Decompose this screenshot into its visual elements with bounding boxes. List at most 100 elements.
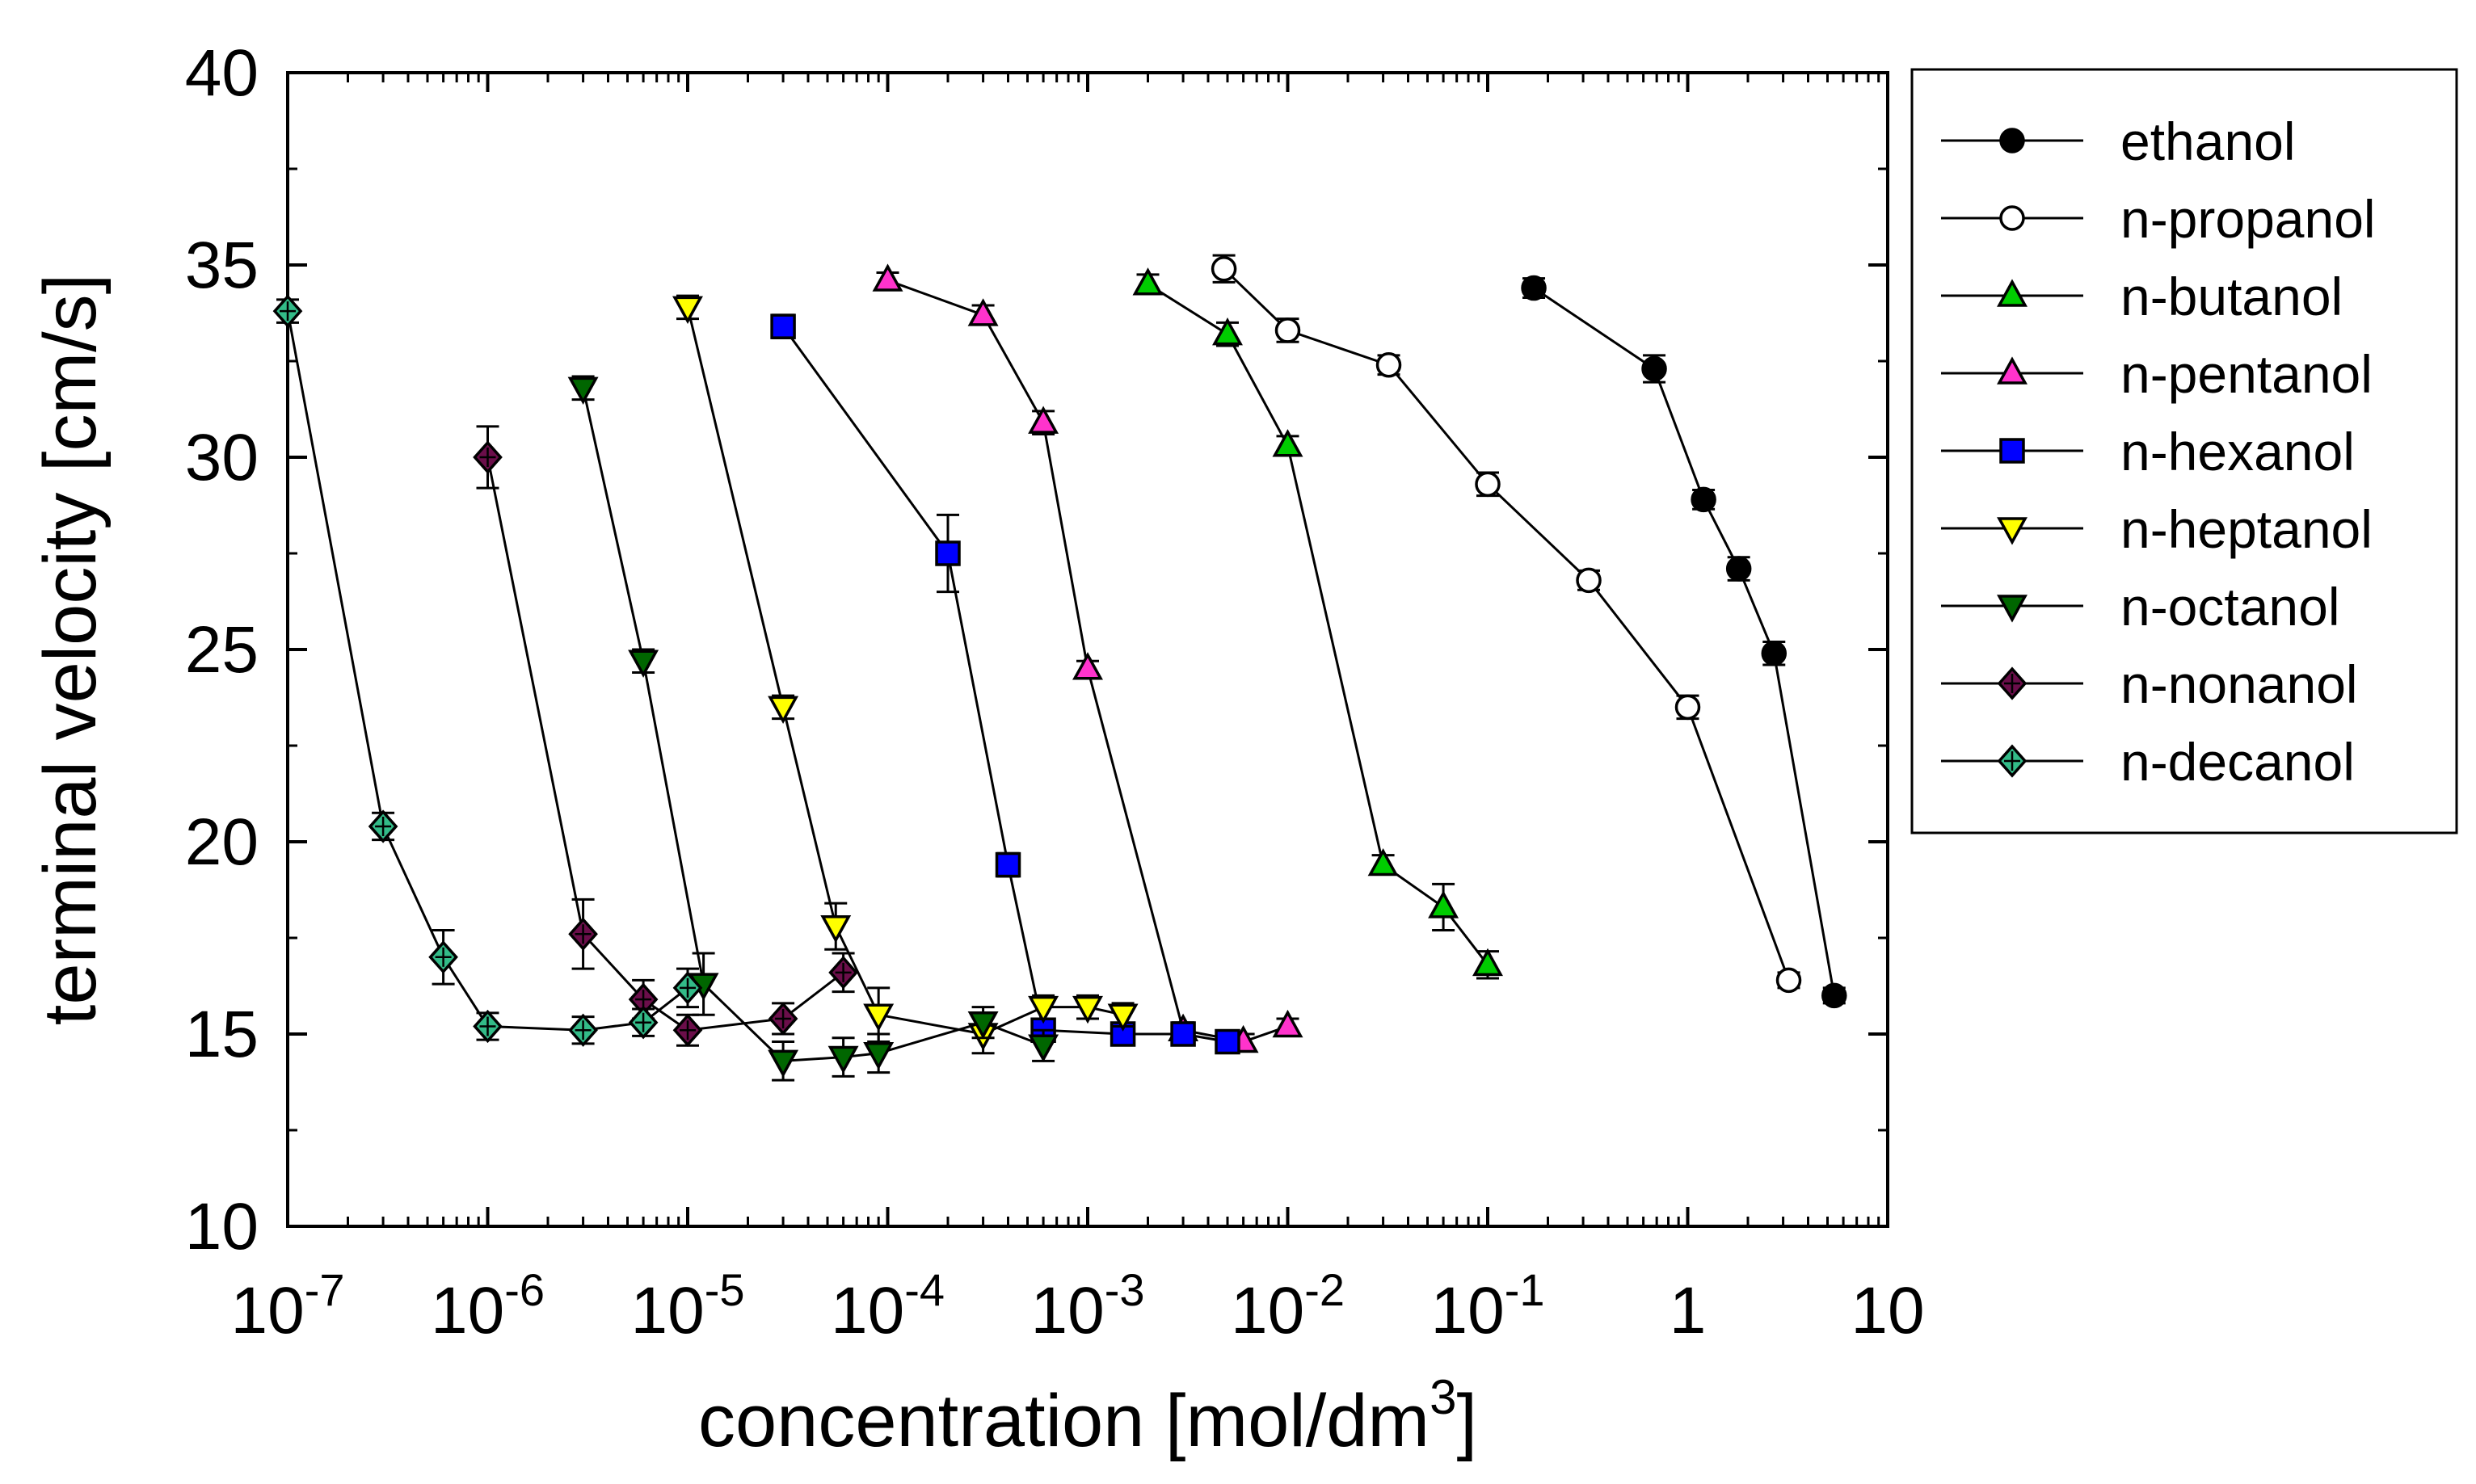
x-tick-label: 10 [1851, 1274, 1924, 1347]
series-ethanol [1521, 275, 1847, 1009]
legend-entry-n-octanol: n-octanol [1941, 577, 2340, 637]
data-point-n-hexanol [935, 540, 961, 566]
x-tick-label: 10-4 [831, 1264, 945, 1347]
legend-entry-n-nonanol: n-nonanol [1941, 654, 2358, 714]
series-line-n-butanol [1147, 283, 1489, 966]
legend-label: n-octanol [2120, 577, 2340, 637]
data-point-n-propanol [1475, 471, 1501, 498]
series-line-n-nonanol [486, 456, 844, 1032]
series-line-n-octanol [582, 387, 1044, 1062]
y-tick-label: 35 [185, 229, 259, 302]
legend-label: n-hexanol [2120, 422, 2355, 481]
data-point-n-octanol [863, 1042, 895, 1070]
data-point-n-pentanol [872, 263, 903, 292]
legend-entry-n-hexanol: n-hexanol [1941, 422, 2355, 481]
legend-label: n-propanol [2120, 189, 2376, 249]
data-point-n-heptanol [820, 914, 852, 944]
data-point-n-hexanol [770, 313, 796, 339]
data-point-n-pentanol [1072, 652, 1103, 680]
legend-entry-n-pentanol: n-pentanol [1941, 344, 2373, 404]
y-tick-label: 40 [185, 36, 259, 110]
data-point-n-butanol [1132, 267, 1164, 296]
data-point-n-heptanol [768, 696, 799, 725]
data-point-ethanol [1641, 355, 1667, 382]
x-tick-label: 10-6 [431, 1264, 545, 1347]
data-point-ethanol [1821, 982, 1847, 1009]
legend-entry-n-butanol: n-butanol [1941, 267, 2343, 326]
data-point-n-hexanol [995, 851, 1021, 878]
legend-label: n-decanol [2120, 732, 2355, 792]
data-point-ethanol [1521, 275, 1547, 301]
series-n-hexanol [770, 313, 1240, 1055]
data-point-n-pentanol [1028, 406, 1059, 434]
data-point-n-octanol [827, 1045, 859, 1074]
legend-label: n-heptanol [2120, 499, 2373, 559]
legend-marker-n-propanol [1999, 205, 2025, 231]
series-n-decanol [272, 294, 703, 1047]
data-point-n-propanol [1375, 352, 1402, 378]
data-point-ethanol [1761, 641, 1788, 666]
data-point-ethanol [1691, 486, 1716, 513]
legend-label: n-pentanol [2120, 344, 2373, 404]
legend-label: n-butanol [2120, 267, 2343, 326]
series-n-butanol [1132, 267, 1503, 980]
legend-entry-n-heptanol: n-heptanol [1941, 499, 2373, 559]
data-point-n-heptanol [1107, 1003, 1139, 1032]
data-point-n-butanol [1472, 948, 1503, 977]
data-point-n-heptanol [1072, 995, 1103, 1024]
x-tick-label: 10-3 [1030, 1264, 1144, 1347]
data-point-n-propanol [1274, 317, 1301, 343]
legend-marker-n-pentanol [1997, 356, 2028, 385]
data-point-n-butanol [1212, 317, 1243, 346]
data-point-n-octanol [1028, 1034, 1059, 1062]
data-point-n-octanol [967, 1011, 999, 1040]
data-point-n-butanol [1428, 890, 1459, 919]
x-axis-title: concentration [mol/dm3] [698, 1370, 1477, 1462]
legend-marker-n-hexanol [1999, 438, 2025, 464]
y-tick-label: 15 [185, 998, 259, 1071]
y-tick-label: 20 [185, 805, 259, 879]
y-axis-title: terminal velocity [cm/s] [29, 274, 112, 1025]
legend-marker-n-octanol [1997, 595, 2028, 623]
x-tick-label: 10-2 [1231, 1264, 1345, 1347]
data-point-n-pentanol [967, 298, 999, 326]
x-tick-label: 10-7 [230, 1264, 344, 1347]
legend-entry-ethanol: ethanol [1941, 111, 2296, 171]
x-tick-label: 10-1 [1430, 1264, 1544, 1347]
series-line-n-hexanol [781, 326, 1228, 1043]
series-line-n-heptanol [686, 307, 1123, 1036]
x-tick-label: 10-5 [630, 1264, 744, 1347]
data-point-n-heptanol [672, 296, 703, 324]
data-point-n-octanol [768, 1049, 799, 1078]
data-point-n-hexanol [1170, 1021, 1196, 1047]
data-point-n-butanol [1272, 429, 1303, 457]
data-point-n-heptanol [1028, 995, 1059, 1024]
data-point-n-heptanol [863, 1003, 895, 1032]
series-n-octanol [567, 375, 1059, 1082]
series-n-heptanol [672, 294, 1139, 1055]
legend-entry-n-propanol: n-propanol [1941, 189, 2376, 249]
data-point-n-hexanol [1215, 1028, 1240, 1055]
series-line-n-propanol [1223, 267, 1790, 981]
series-line-n-decanol [286, 310, 688, 1032]
series-n-propanol [1211, 254, 1802, 994]
y-tick-label: 10 [185, 1190, 259, 1263]
series-line-ethanol [1533, 287, 1836, 996]
data-point-n-pentanol [1272, 1009, 1303, 1038]
series-n-pentanol [872, 263, 1303, 1053]
data-point-n-propanol [1674, 694, 1701, 721]
x-tick-label: 1 [1670, 1274, 1707, 1347]
legend-label: n-nonanol [2120, 654, 2358, 714]
legend-marker-n-butanol [1997, 279, 2028, 307]
data-point-n-butanol [1367, 847, 1399, 877]
legend-entry-n-decanol: n-decanol [1941, 732, 2355, 792]
legend-marker-ethanol [1999, 128, 2025, 153]
data-point-n-octanol [567, 376, 599, 405]
legend-label: ethanol [2120, 111, 2296, 171]
plot-frame [286, 71, 1889, 1228]
data-point-n-octanol [628, 650, 659, 678]
y-tick-label: 25 [185, 613, 259, 687]
data-point-n-propanol [1775, 967, 1802, 994]
y-tick-label: 30 [185, 421, 259, 494]
